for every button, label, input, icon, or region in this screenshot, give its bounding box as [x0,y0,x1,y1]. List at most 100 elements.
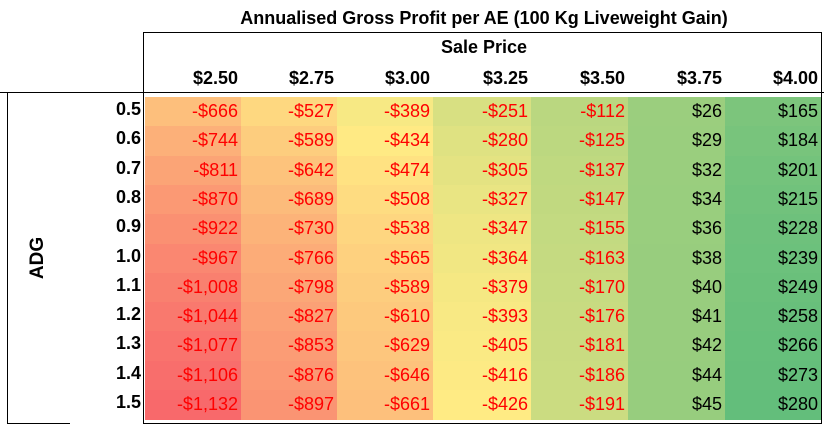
heatmap-cell: -$922 [145,214,241,244]
heatmap-cell: -$629 [337,331,433,362]
heatmap-cell: -$811 [145,155,241,186]
heatmap-cell: -$434 [337,126,433,157]
row-label: 0.6 [115,128,141,149]
row-axis-box [7,93,70,424]
heatmap-cell: -$798 [241,272,337,303]
heatmap-cell: -$416 [433,360,531,391]
heatmap-cell: -$163 [531,243,628,274]
heatmap-cell: $165 [725,97,821,127]
column-group-header: Sale Price [440,37,528,57]
heatmap-cell: $26 [628,97,725,127]
heatmap-cell: $44 [628,360,725,391]
heatmap-cell: -$327 [433,184,531,215]
heatmap-cell: -$689 [241,184,337,215]
heatmap-cell: -$565 [337,243,433,274]
header-divider [0,92,824,93]
row-label: 1.5 [115,392,141,412]
heatmap-cell: $184 [725,126,821,157]
column-header: $3.50 [579,68,625,88]
heatmap-cell: -$251 [433,97,531,127]
heatmap-cell: $36 [628,214,725,244]
column-headers: $2.50 $2.75 $3.00 $3.25 $3.50 $3.75 $4.00 [145,63,821,93]
heatmap-cell: -$125 [531,126,628,157]
row-label: 0.5 [115,99,141,119]
row-label: 0.9 [115,216,141,237]
row-label: 0.8 [115,186,141,207]
heatmap-cell: -$191 [531,390,628,420]
heatmap-cell: -$393 [433,302,531,332]
heatmap-cell: $215 [725,184,821,215]
column-header: $2.50 [192,68,238,88]
heatmap-cell: -$1,077 [145,331,241,362]
heatmap-cell: $40 [628,272,725,303]
heatmap-cell: $249 [725,272,821,303]
heatmap-cell: -$827 [241,302,337,332]
heatmap-cell: $201 [725,155,821,186]
heatmap-cell: -$379 [433,272,531,303]
heatmap-cell: $280 [725,390,821,420]
heatmap-cell: $41 [628,302,725,332]
heatmap-cell: $45 [628,390,725,420]
column-header: $4.00 [772,68,818,88]
heatmap-cell: -$661 [337,390,433,420]
column-header: $3.25 [482,68,528,88]
heatmap-cell: -$730 [241,214,337,244]
row-label: 1.3 [115,333,141,354]
heatmap-cell: -$538 [337,214,433,244]
heatmap-cell: -$1,008 [145,272,241,303]
heatmap-cell: -$766 [241,243,337,274]
heatmap-cell: $34 [628,184,725,215]
heatmap-cell: -$876 [241,360,337,391]
column-header: $3.75 [676,68,722,88]
heatmap-cell: -$897 [241,390,337,420]
heatmap-cell: -$1,132 [145,390,241,420]
heatmap-cell: -$147 [531,184,628,215]
y-axis-label: ADG [27,236,48,280]
heatmap-cell: -$527 [241,97,337,127]
heatmap-cell: $266 [725,331,821,362]
heatmap-cell: -$610 [337,302,433,332]
heatmap-cell: -$280 [433,126,531,157]
heatmap-cell: -$646 [337,360,433,391]
heatmap-cell: -$642 [241,155,337,186]
heatmap-cell: $29 [628,126,725,157]
heatmap-cell: -$389 [337,97,433,127]
heatmap-cell: -$508 [337,184,433,215]
heatmap-cell: -$1,106 [145,360,241,391]
heatmap-cell: -$181 [531,331,628,362]
heatmap-cell: -$589 [241,126,337,157]
heatmap-cell: -$364 [433,243,531,274]
heatmap-cell: -$967 [145,243,241,274]
heatmap-cell: -$426 [433,390,531,420]
heatmap-cell: -$155 [531,214,628,244]
chart-title: Annualised Gross Profit per AE (100 Kg L… [240,8,728,28]
heatmap-cell: -$853 [241,331,337,362]
heatmap-cell: -$870 [145,184,241,215]
heatmap-cell: -$186 [531,360,628,391]
row-label: 1.1 [115,274,141,295]
row-label: 1.2 [115,304,141,325]
heatmap-cell: -$347 [433,214,531,244]
table-frame [143,32,822,424]
heatmap-cell: -$176 [531,302,628,332]
column-header: $2.75 [288,68,334,88]
heatmap-cell: $239 [725,243,821,274]
heatmap-cell: $228 [725,214,821,244]
heatmap-cell: -$474 [337,155,433,186]
heatmap-cell: -$170 [531,272,628,303]
heatmap-cell: -$744 [145,126,241,157]
heatmap-cell: -$112 [531,97,628,127]
heatmap-cell: $42 [628,331,725,362]
heatmap-cell: -$589 [337,272,433,303]
heatmap-cell: $38 [628,243,725,274]
heatmap-cell: -$405 [433,331,531,362]
column-header: $3.00 [384,68,430,88]
heatmap-cell: $273 [725,360,821,391]
heatmap-cell: -$1,044 [145,302,241,332]
row-label: 1.4 [115,362,141,383]
heatmap-cell: $258 [725,302,821,332]
heatmap-cell: -$666 [145,97,241,127]
heatmap-cell: -$305 [433,155,531,186]
heatmap-cell: -$137 [531,155,628,186]
row-label: 1.0 [115,245,141,266]
